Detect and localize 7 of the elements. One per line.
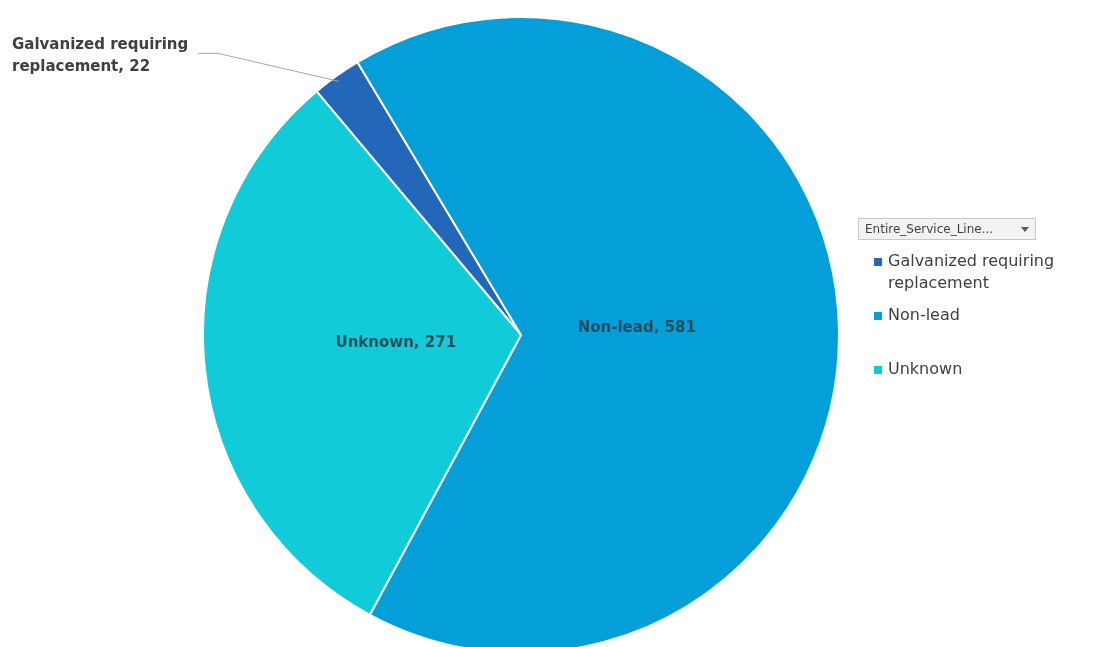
legend-label: Galvanized requiring replacement (888, 250, 1056, 294)
legend-label: Unknown (888, 358, 963, 380)
data-label: Non-lead, 581 (577, 318, 696, 337)
legend-label: Non-lead (888, 304, 960, 326)
legend-title: Entire_Service_Line... (865, 222, 994, 236)
data-label: Unknown, 271 (335, 333, 457, 352)
data-label: Galvanized requiring replacement, 22 (12, 35, 189, 76)
